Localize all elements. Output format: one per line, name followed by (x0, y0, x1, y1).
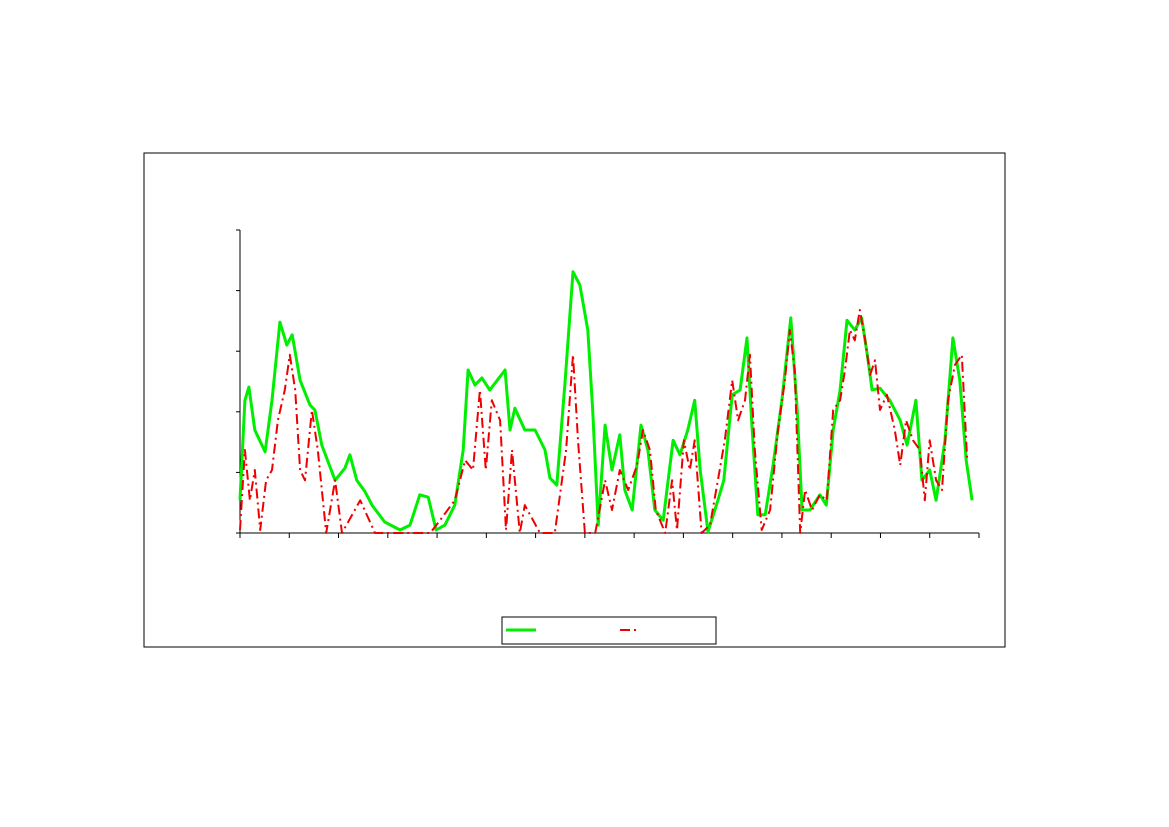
data-line (239, 309, 969, 534)
data-line (238, 270, 974, 534)
chart-frame (143, 152, 1006, 648)
legend-box (501, 616, 717, 645)
